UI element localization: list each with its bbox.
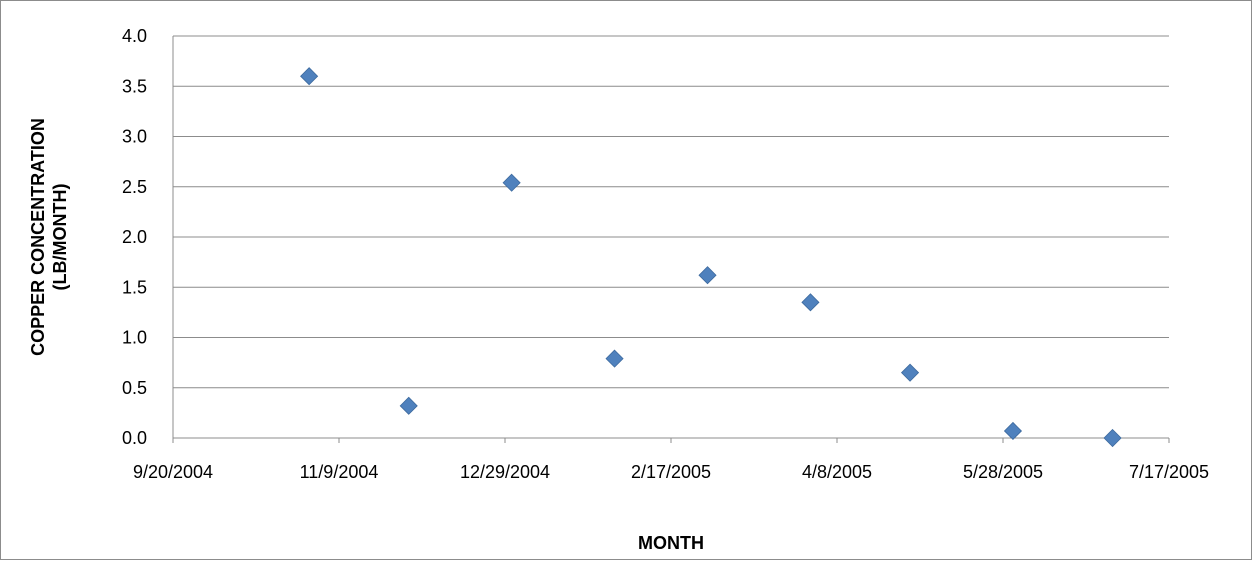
x-tick-label: 12/29/2004 [460,462,550,482]
y-axis-title-line-1: COPPER CONCENTRATION [28,118,48,356]
gridlines [172,35,1170,443]
x-tick-label: 7/17/2005 [1129,462,1209,482]
y-tick-label: 0.0 [122,428,147,448]
y-tick-label: 3.0 [122,127,147,147]
data-point [801,293,820,312]
x-tick-label: 11/9/2004 [300,462,379,482]
data-point [1003,421,1023,441]
data-point [605,349,624,368]
y-axis-title-line-2: (LB/MONTH) [50,184,70,291]
data-series [300,67,1122,448]
x-axis-ticks: 9/20/2004 11/9/2004 12/29/2004 2/17/2005 4/8… [133,462,1209,482]
y-tick-label: 1.5 [122,277,147,297]
y-tick-label: 3.5 [122,76,147,96]
x-axis-title: MONTH [638,533,704,553]
y-tick-label: 2.0 [122,227,147,247]
data-point [698,266,717,285]
x-tick-label: 4/8/2005 [802,462,872,482]
data-point [900,363,920,382]
data-point [300,67,319,86]
data-point [502,173,521,192]
y-axis-ticks: 0.0 0.5 1.0 1.5 2.0 2.5 3.0 3.5 4.0 [122,26,147,448]
x-tick-label: 5/28/2005 [963,462,1043,482]
y-tick-label: 0.5 [122,378,147,398]
y-tick-label: 2.5 [122,177,147,197]
y-axis-title: COPPER CONCENTRATION (LB/MONTH) [28,118,70,356]
data-point [1103,428,1122,448]
y-tick-label: 1.0 [122,328,147,348]
y-tick-label: 4.0 [122,26,147,46]
data-point [399,396,418,415]
x-tick-label: 9/20/2004 [133,462,213,482]
x-tick-label: 2/17/2005 [631,462,711,482]
